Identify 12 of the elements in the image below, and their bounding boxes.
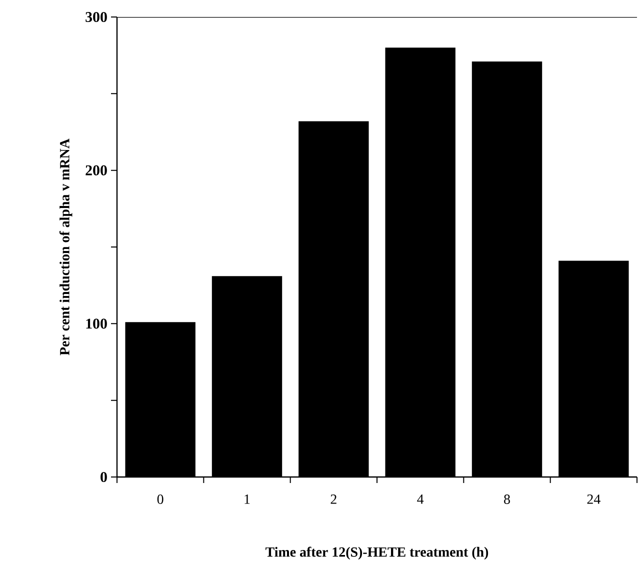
x-tick-label: 1	[244, 494, 250, 504]
x-tick-label: 8	[504, 494, 510, 504]
y-tick-label: 200	[86, 165, 107, 176]
y-tick-label: 100	[86, 318, 107, 329]
y-tick-label: 0	[100, 472, 107, 482]
x-tick-label: 2	[330, 494, 336, 504]
y-tick-label: 300	[86, 12, 107, 22]
x-tick-label: 4	[417, 494, 424, 504]
y-axis-title: Per cent induction of alpha v mRNA	[59, 138, 72, 356]
x-tick-label: 24	[587, 494, 600, 504]
x-tick-label: 0	[157, 494, 164, 504]
x-axis-title: Time after 12(S)-HETE treatment (h)	[266, 546, 488, 560]
